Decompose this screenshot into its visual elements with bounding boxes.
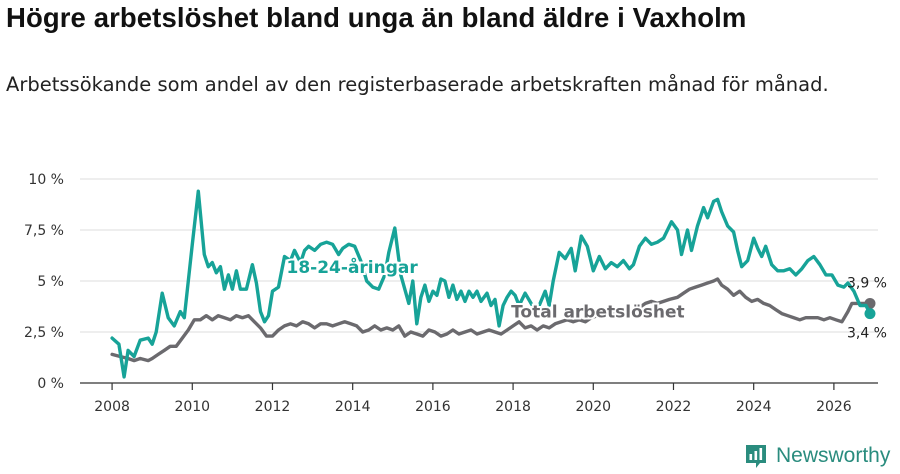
- y-tick-label: 0 %: [37, 376, 64, 392]
- x-tick-label: 2008: [94, 399, 130, 415]
- total-end-value-label: 3,9 %: [847, 275, 887, 291]
- y-tick-label: 2,5 %: [24, 325, 64, 341]
- total-series-label: Total arbetslöshet: [511, 303, 685, 323]
- y-axis-ticks: 0 % 2,5 % 5 % 7,5 % 10 %: [24, 172, 64, 392]
- x-axis: 2008 2010 2012 2014 2016 2018 2020 2022 2024 2026: [80, 382, 878, 415]
- x-tick-label: 2026: [816, 399, 852, 415]
- youth-unemployment-line: [110, 189, 872, 379]
- youth-end-value-label: 3,4 %: [847, 326, 887, 342]
- y-tick-label: 7,5 %: [24, 223, 64, 239]
- chart-subtitle: Arbetssökande som andel av den registerb…: [6, 73, 829, 96]
- x-tick-label: 2024: [736, 399, 772, 415]
- x-tick-label: 2012: [255, 399, 291, 415]
- total-unemployment-line: [110, 277, 872, 363]
- series-labels: 18-24-åringar Total arbetslöshet 3,9 % 3,4 …: [285, 254, 887, 342]
- x-tick-label: 2016: [415, 399, 451, 415]
- youth-series-label: 18-24-åringar: [287, 256, 419, 278]
- newsworthy-brand: Newsworthy: [744, 441, 890, 471]
- brand-name: Newsworthy: [776, 444, 891, 467]
- x-tick-label: 2010: [174, 399, 210, 415]
- y-tick-label: 10 %: [28, 172, 64, 188]
- chart-title: Högre arbetslöshet bland unga än bland ä…: [6, 2, 747, 33]
- x-tick-label: 2020: [575, 399, 611, 415]
- y-tick-label: 5 %: [37, 274, 64, 290]
- series-lines: [110, 189, 876, 379]
- newsworthy-logo-icon: [746, 445, 766, 468]
- youth-end-marker: [864, 308, 876, 320]
- x-tick-label: 2022: [656, 399, 692, 415]
- x-tick-label: 2014: [335, 399, 371, 415]
- x-tick-label: 2018: [495, 399, 531, 415]
